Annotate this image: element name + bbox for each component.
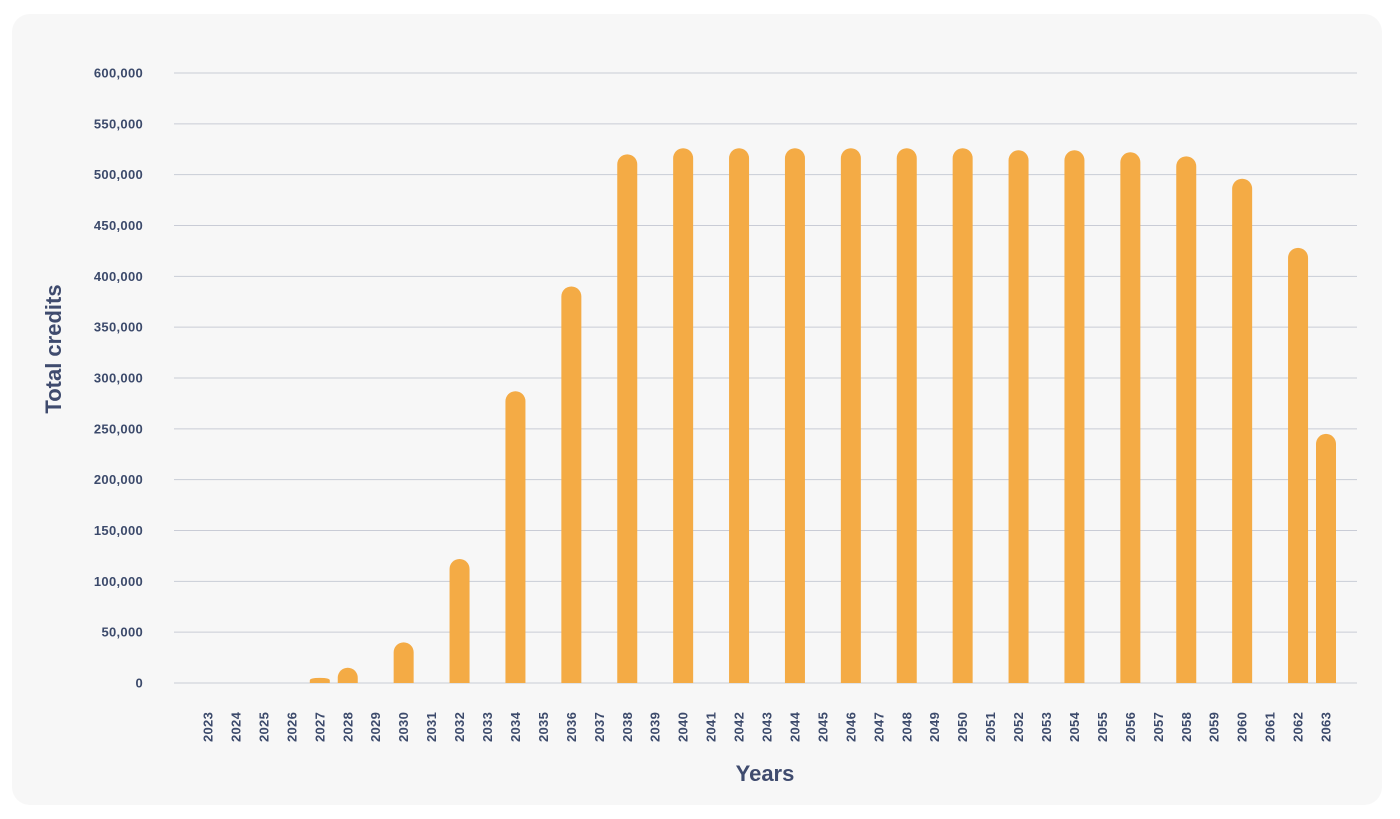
- y-tick-label: 550,000: [94, 116, 143, 131]
- y-tick-label: 300,000: [94, 371, 143, 386]
- x-tick-label: 2056: [1123, 712, 1138, 742]
- x-tick-label: 2041: [704, 712, 719, 742]
- x-tick-label: 2034: [508, 711, 523, 742]
- bar-2054: [1064, 150, 1085, 683]
- y-tick-label: 400,000: [94, 269, 143, 284]
- x-tick-label: 2050: [955, 712, 970, 742]
- x-tick-label: 2057: [1151, 712, 1166, 742]
- x-tick-label: 2046: [843, 712, 858, 742]
- y-tick-label: 250,000: [94, 421, 143, 436]
- chart-card: [12, 14, 1382, 805]
- bar-2032: [449, 558, 470, 683]
- x-tick-label: 2063: [1319, 712, 1334, 742]
- y-tick-label: 100,000: [94, 574, 143, 589]
- bar-2062: [1288, 247, 1309, 683]
- bar-2046: [840, 148, 861, 683]
- x-tick-label: 2060: [1235, 712, 1250, 742]
- bar-2030: [393, 642, 414, 683]
- x-tick-label: 2025: [256, 712, 271, 742]
- y-tick-label: 600,000: [94, 66, 143, 81]
- y-axis-title: Total credits: [41, 284, 66, 413]
- x-tick-label: 2049: [927, 712, 942, 742]
- x-tick-label: 2035: [536, 712, 551, 742]
- bar-2048: [896, 148, 917, 683]
- y-tick-label: 0: [135, 676, 143, 691]
- x-tick-label: 2028: [340, 712, 355, 742]
- bar-2027: [309, 677, 330, 683]
- x-tick-label: 2058: [1179, 712, 1194, 742]
- bar-2034: [505, 391, 526, 683]
- x-tick-label: 2044: [787, 711, 802, 742]
- bar-2058: [1176, 156, 1197, 683]
- x-tick-label: 2047: [871, 712, 886, 742]
- x-tick-label: 2027: [312, 712, 327, 742]
- bar-2052: [1008, 150, 1029, 684]
- y-tick-label: 450,000: [94, 218, 143, 233]
- bar-2050: [952, 148, 973, 683]
- x-tick-label: 2036: [564, 712, 579, 742]
- x-tick-label: 2038: [620, 712, 635, 742]
- bar-2038: [617, 154, 638, 684]
- y-tick-label: 200,000: [94, 472, 143, 487]
- y-tick-labels: 0 50,000 100,000 150,000 200,000 250,000 300,0…: [94, 66, 143, 691]
- x-tick-label: 2048: [899, 712, 914, 742]
- x-tick-label: 2061: [1263, 712, 1278, 742]
- x-tick-label: 2054: [1067, 711, 1082, 742]
- x-tick-label: 2032: [452, 712, 467, 742]
- x-tick-label: 2042: [732, 712, 747, 742]
- x-tick-label: 2052: [1011, 712, 1026, 742]
- x-tick-label: 2043: [760, 712, 775, 742]
- x-tick-label: 2033: [480, 712, 495, 742]
- bar-2044: [784, 148, 805, 683]
- bar-2036: [561, 286, 582, 683]
- bar-2042: [729, 148, 750, 683]
- x-tick-labels: 2023 2024 2025 2026 2027 2028 2029 2030 2031 2032…: [201, 711, 1334, 742]
- x-tick-label: 2062: [1291, 712, 1306, 742]
- bar-2028: [337, 667, 358, 683]
- x-tick-label: 2024: [228, 711, 243, 742]
- y-tick-label: 150,000: [94, 523, 143, 538]
- x-tick-label: 2030: [396, 712, 411, 742]
- y-tick-label: 350,000: [94, 320, 143, 335]
- bars: [309, 148, 1336, 684]
- x-tick-label: 2055: [1095, 712, 1110, 742]
- bar-2060: [1232, 178, 1253, 684]
- x-tick-label: 2037: [592, 712, 607, 742]
- x-tick-label: 2029: [368, 712, 383, 742]
- gridlines: [174, 72, 1357, 684]
- x-tick-label: 2040: [676, 712, 691, 742]
- bar-2040: [673, 148, 694, 683]
- x-tick-label: 2045: [815, 712, 830, 742]
- x-tick-label: 2051: [983, 712, 998, 742]
- x-tick-label: 2031: [424, 712, 439, 742]
- bar-2063: [1316, 433, 1336, 683]
- x-tick-label: 2023: [201, 712, 216, 742]
- y-tick-label: 50,000: [101, 625, 143, 640]
- x-tick-label: 2059: [1207, 712, 1222, 742]
- x-tick-label: 2039: [648, 712, 663, 742]
- bar-2056: [1120, 152, 1141, 683]
- y-tick-label: 500,000: [94, 167, 143, 182]
- x-tick-label: 2026: [284, 712, 299, 742]
- x-tick-label: 2053: [1039, 712, 1054, 742]
- x-axis-title: Years: [736, 761, 795, 786]
